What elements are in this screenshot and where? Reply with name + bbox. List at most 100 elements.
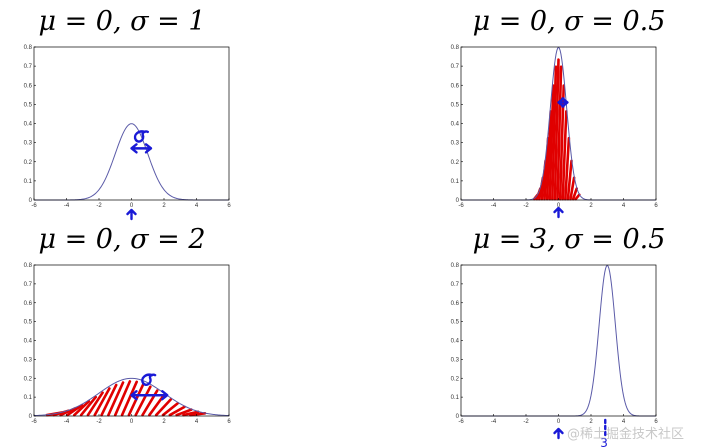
hatch-stroke: [551, 65, 558, 201]
x-tick-label: 2: [589, 419, 593, 425]
hatch-stroke: [100, 383, 118, 417]
hatch-shading: [45, 380, 207, 417]
y-tick-label: 0.1: [451, 179, 460, 185]
sigma-scribble-icon: [141, 373, 157, 386]
spread-double-arrow-icon: [130, 390, 169, 401]
hatch-stroke: [543, 136, 550, 201]
chart-title: μ = 0, σ = 0.5: [473, 6, 666, 37]
plot-frame: [460, 264, 657, 417]
chart-panel: μ = 0, σ = 0.5 -6 -4 -2 0 2 4 6 0 0.1 0.2 0.3 0.4 0.5…: [451, 6, 666, 209]
hatch-stroke: [120, 380, 138, 417]
y-tick-label: 0.5: [24, 102, 33, 108]
hatch-stroke: [548, 84, 555, 201]
y-tick-label: 0.7: [24, 64, 33, 70]
y-tick-label: 0: [456, 198, 460, 204]
hatch-stroke: [564, 136, 571, 201]
y-tick-label: 0.7: [451, 64, 460, 70]
x-tick-label: 4: [195, 419, 199, 425]
y-tick-label: 0.3: [451, 141, 460, 147]
watermark: @稀土掘金技术社区: [567, 426, 684, 442]
chart-title: μ = 3, σ = 0.5: [473, 224, 666, 255]
hatch-stroke: [86, 391, 104, 417]
x-tick-label: 2: [589, 203, 593, 209]
y-tick-label: 0.3: [24, 357, 33, 363]
y-tick-label: 0.2: [24, 376, 33, 382]
y-tick-label: 0.8: [451, 263, 460, 269]
x-tick-label: 2: [162, 203, 166, 209]
x-tick-label: -4: [491, 203, 497, 209]
x-tick-label: 6: [227, 419, 231, 425]
shift-label: 3: [600, 436, 608, 448]
x-tick-label: 2: [162, 419, 166, 425]
y-tick-label: 0.4: [451, 339, 460, 345]
x-tick-label: 6: [654, 419, 658, 425]
x-tick-label: -4: [491, 419, 497, 425]
y-tick-label: 0.4: [451, 122, 460, 128]
x-tick-label: -2: [523, 203, 529, 209]
chart-title: μ = 0, σ = 2: [38, 224, 205, 255]
chart-title: μ = 0, σ = 1: [38, 6, 205, 37]
x-tick-label: -2: [96, 419, 102, 425]
x-tick-label: -6: [458, 203, 464, 209]
hatch-stroke: [161, 402, 179, 417]
hatch-stroke: [73, 400, 91, 417]
hatch-stroke: [134, 385, 152, 417]
hatch-stroke: [66, 403, 84, 417]
y-tick-label: 0.2: [24, 160, 33, 166]
y-tick-label: 0.1: [24, 179, 33, 185]
hatch-stroke: [93, 387, 111, 417]
chart-panel: μ = 0, σ = 2 -6 -4 -2 0 2 4 6 0 0.1 0.2 0.3 0.4 0.5 0.…: [24, 224, 232, 425]
x-tick-label: -6: [458, 419, 464, 425]
y-tick-label: 0.8: [451, 45, 460, 51]
hatch-stroke: [569, 176, 576, 201]
x-tick-label: 0: [557, 419, 561, 425]
y-tick-label: 0.5: [451, 320, 460, 326]
y-tick-label: 0.5: [451, 102, 460, 108]
x-tick-label: -6: [31, 419, 37, 425]
hatch-stroke: [168, 405, 186, 417]
hatch-stroke: [574, 193, 581, 201]
chart-panel: μ = 0, σ = 1 -6 -4 -2 0 2 4 6 0 0.1 0.2 0.3 0.4 0.5 0.…: [24, 6, 232, 209]
density-curve: [33, 377, 230, 417]
x-tick-label: -6: [31, 203, 37, 209]
hatch-stroke: [107, 381, 125, 417]
hatch-stroke: [571, 187, 579, 201]
hatch-stroke: [561, 110, 568, 201]
x-tick-label: 4: [622, 419, 626, 425]
mean-arrow-icon: [553, 206, 564, 219]
x-tick-label: -4: [64, 203, 70, 209]
y-tick-label: 0.8: [24, 45, 33, 51]
y-tick-label: 0.6: [24, 83, 33, 89]
y-tick-label: 0.6: [24, 301, 33, 307]
spread-double-arrow-icon: [557, 97, 569, 108]
hatch-stroke: [545, 110, 553, 201]
mean-arrow-icon: [126, 208, 137, 221]
hatch-stroke: [540, 159, 547, 201]
x-tick-label: 6: [654, 203, 658, 209]
spread-double-arrow-icon: [130, 143, 153, 154]
y-tick-label: 0.6: [451, 83, 460, 89]
y-tick-label: 0.3: [451, 357, 460, 363]
x-tick-label: 4: [622, 203, 626, 209]
x-tick-label: -2: [523, 419, 529, 425]
hatch-stroke: [182, 410, 200, 417]
density-curve: [34, 123, 229, 201]
y-tick-label: 0: [29, 198, 33, 204]
hatch-stroke: [79, 395, 98, 417]
hatch-stroke: [154, 398, 173, 417]
x-tick-label: 6: [227, 203, 231, 209]
x-tick-label: -2: [96, 203, 102, 209]
x-tick-label: 4: [195, 203, 199, 209]
y-tick-label: 0.2: [451, 376, 460, 382]
y-tick-label: 0.4: [24, 339, 33, 345]
hatch-stroke: [566, 159, 573, 201]
sigma-scribble-icon: [133, 130, 150, 143]
y-tick-label: 0.2: [451, 160, 460, 166]
y-tick-label: 0.4: [24, 122, 33, 128]
mean-arrow-icon: [553, 427, 564, 440]
y-tick-label: 0: [456, 414, 460, 420]
hatch-stroke: [175, 408, 193, 417]
y-tick-label: 0.6: [451, 301, 460, 307]
y-tick-label: 0.1: [451, 395, 460, 401]
y-tick-label: 0.1: [24, 395, 33, 401]
